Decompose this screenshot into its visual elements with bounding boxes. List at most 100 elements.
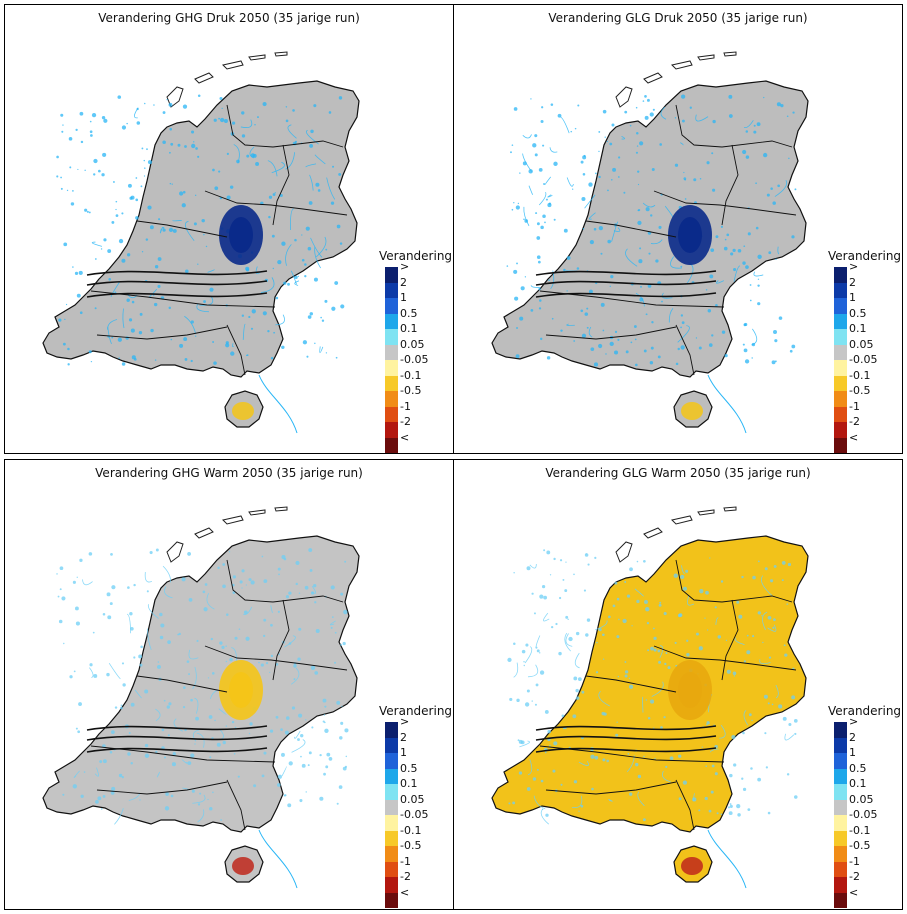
province-border: [96, 781, 228, 795]
legend-swatch: [834, 344, 847, 360]
value-speckle: [765, 766, 768, 769]
value-speckle: [171, 183, 173, 185]
veluwe-core: [229, 217, 253, 253]
legend-swatch: [385, 830, 398, 846]
value-speckle: [208, 715, 213, 719]
value-speckle: [172, 752, 176, 756]
value-speckle: [115, 214, 119, 217]
value-speckle: [115, 208, 117, 211]
value-speckle: [212, 672, 215, 675]
value-speckle: [669, 756, 674, 761]
waterway: [291, 667, 300, 685]
value-speckle: [686, 653, 690, 657]
value-speckle: [58, 318, 62, 322]
value-speckle: [203, 300, 206, 303]
value-speckle: [706, 629, 709, 631]
value-speckle: [77, 730, 81, 734]
value-speckle: [763, 96, 765, 99]
value-speckle: [62, 793, 65, 796]
waterway: [89, 667, 94, 679]
value-speckle: [622, 618, 627, 624]
value-speckle: [693, 178, 697, 182]
value-speckle: [547, 729, 551, 734]
value-speckle: [168, 702, 172, 706]
value-speckle: [155, 548, 159, 552]
value-speckle: [708, 809, 712, 813]
value-speckle: [84, 169, 86, 172]
value-speckle: [102, 152, 107, 157]
waterway: [589, 212, 596, 220]
value-speckle: [340, 304, 345, 309]
waterway: [650, 239, 663, 245]
value-speckle: [102, 613, 106, 616]
value-speckle: [755, 182, 757, 185]
waterway: [134, 689, 142, 699]
value-speckle: [647, 649, 650, 652]
province-border: [272, 144, 290, 226]
value-speckle: [578, 810, 580, 812]
value-speckle: [627, 752, 630, 755]
value-speckle: [214, 186, 219, 191]
waterway: [218, 708, 227, 715]
value-speckle: [638, 259, 643, 264]
value-speckle: [624, 661, 627, 663]
waterway: [110, 280, 121, 298]
netherlands-map: [42, 51, 360, 434]
waterway: [291, 739, 306, 753]
legend-swatch: [834, 877, 847, 893]
value-speckle: [682, 780, 688, 785]
value-speckle: [563, 268, 566, 272]
value-speckle: [646, 621, 650, 625]
value-speckle: [685, 569, 689, 573]
value-speckle: [114, 291, 117, 294]
waterway: [275, 314, 285, 326]
value-speckle: [709, 274, 714, 279]
value-speckle: [770, 579, 774, 583]
value-speckle: [640, 285, 642, 288]
value-speckle: [121, 125, 127, 130]
major-river: [535, 270, 717, 276]
value-speckle: [102, 759, 107, 764]
value-speckle: [239, 580, 243, 584]
waterway: [122, 308, 125, 329]
value-speckle: [629, 684, 634, 689]
value-speckle: [315, 182, 320, 187]
meuse-river: [258, 829, 298, 889]
legend-label: 0.05: [400, 792, 425, 806]
value-speckle: [295, 560, 300, 566]
value-speckle: [57, 595, 60, 598]
value-speckle: [314, 601, 317, 604]
value-speckle: [638, 208, 641, 212]
value-speckle: [295, 582, 298, 586]
value-speckle: [624, 670, 629, 674]
value-speckle: [149, 225, 154, 230]
value-speckle: [513, 572, 515, 574]
legend-label: -1: [849, 854, 860, 868]
netherlands-map: [491, 51, 809, 434]
value-speckle: [147, 160, 153, 165]
value-speckle: [616, 721, 618, 723]
value-speckle: [590, 347, 595, 352]
waterway: [608, 798, 613, 802]
value-speckle: [575, 696, 580, 700]
value-speckle: [222, 563, 226, 566]
value-speckle: [518, 739, 523, 744]
value-speckle: [144, 102, 146, 105]
value-speckle: [539, 299, 542, 302]
value-speckle: [680, 314, 684, 317]
legend-swatch: [834, 360, 847, 376]
value-speckle: [658, 660, 662, 664]
value-speckle: [143, 175, 146, 177]
value-speckle: [311, 726, 314, 729]
waterway: [637, 791, 645, 807]
value-speckle: [561, 714, 565, 718]
value-speckle: [111, 786, 116, 791]
value-speckle: [681, 119, 685, 123]
value-speckle: [293, 664, 297, 668]
waterway: [108, 662, 121, 680]
panel-title: Verandering GLG Warm 2050 (35 jarige run…: [545, 466, 811, 480]
value-speckle: [682, 586, 687, 591]
legend-swatch: [385, 267, 398, 283]
value-speckle: [636, 560, 639, 563]
value-speckle: [742, 149, 747, 155]
